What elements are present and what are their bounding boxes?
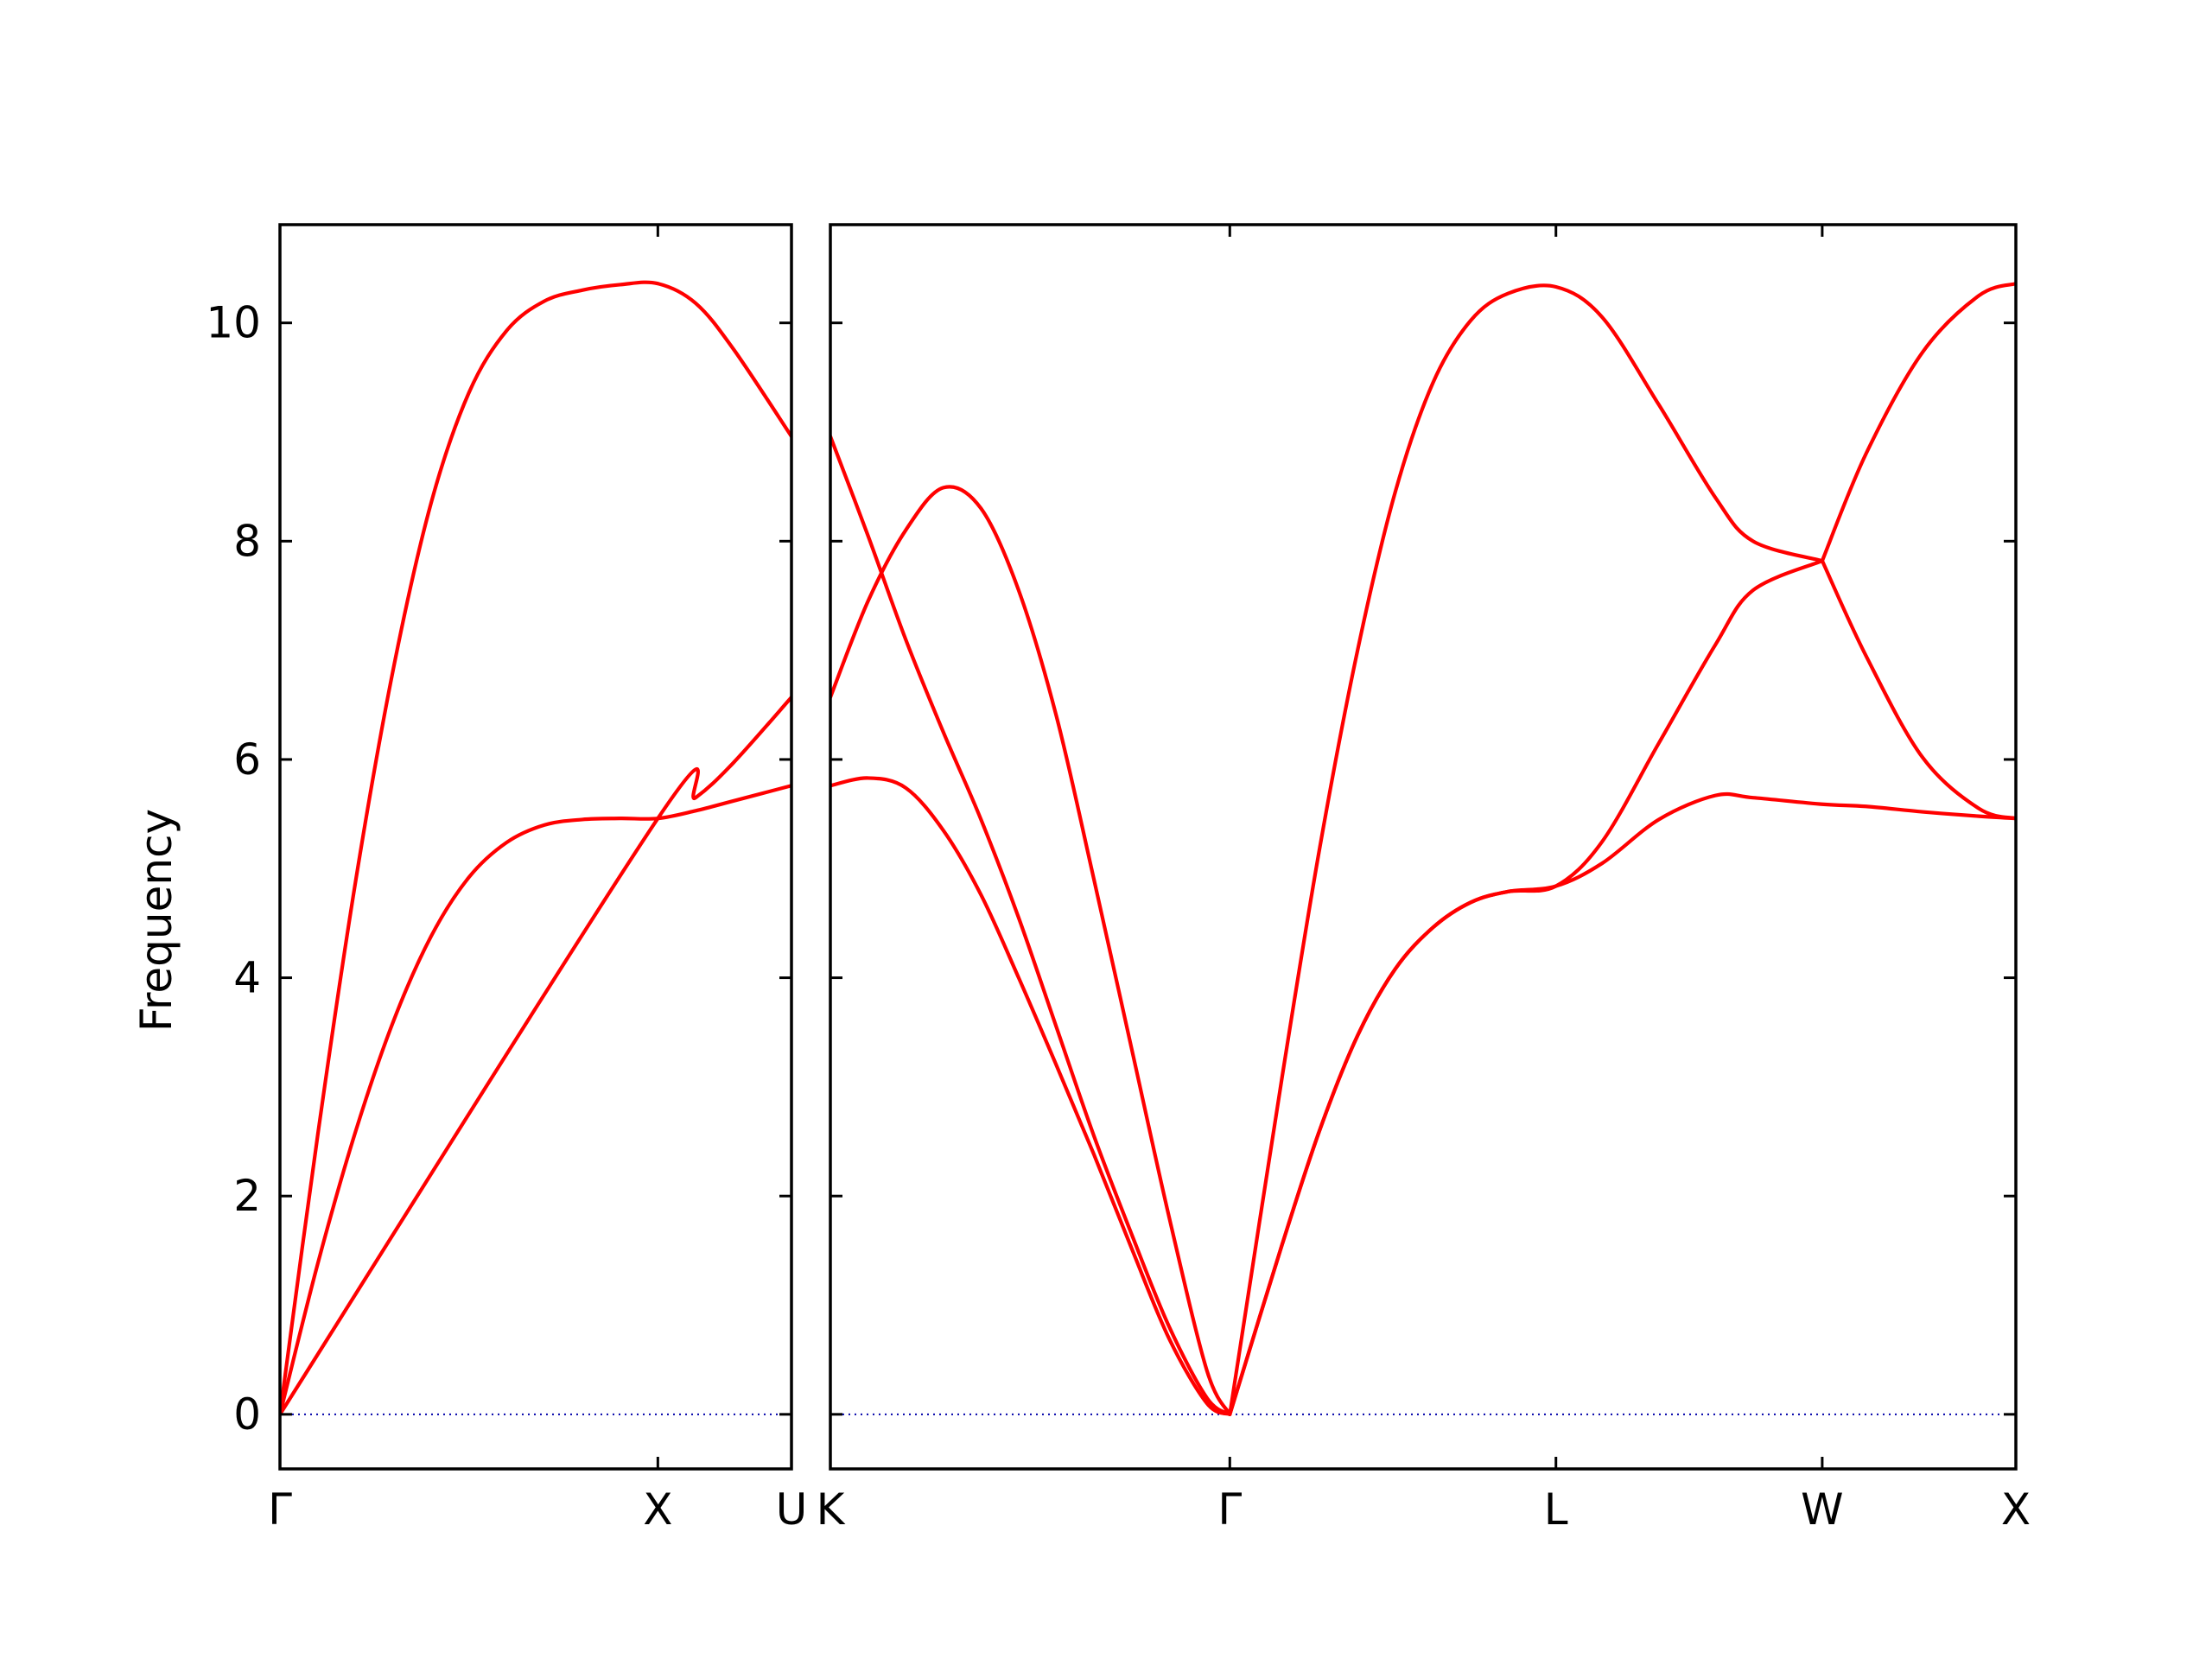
y-tick-label: 2 — [233, 1171, 261, 1221]
band-line-3 — [280, 280, 791, 1416]
x-tick-label: X — [643, 1484, 672, 1535]
band-line-2 — [280, 695, 791, 1416]
y-axis-label: Frequency — [131, 809, 181, 1032]
x-tick-label: K — [817, 1484, 846, 1535]
y-tick-label: 6 — [233, 734, 261, 785]
panel-frame — [829, 223, 2018, 1471]
y-tick-label: 10 — [206, 298, 261, 348]
band-line-3 — [830, 485, 1232, 1416]
band-line-1 — [830, 776, 1232, 1416]
x-tick-label: Γ — [268, 1484, 292, 1535]
x-tick-label: Γ — [1217, 1484, 1242, 1535]
y-tick-label: 0 — [233, 1389, 261, 1440]
chart-panels: 0 2 4 6 8 10 Γ X U K Γ L W X — [206, 223, 2031, 1535]
x-tick-label: U — [776, 1484, 808, 1535]
panel-1: 0 2 4 6 8 10 Γ X U — [206, 223, 808, 1535]
band-line-2 — [830, 434, 1232, 1416]
x-tick-label: L — [1544, 1484, 1568, 1535]
band-line-6 — [1820, 558, 2016, 821]
band-line-4 — [1228, 791, 2016, 1416]
band-line-5 — [1228, 558, 1824, 1416]
x-tick-label: W — [1801, 1484, 1843, 1535]
band-line-1 — [280, 784, 791, 1416]
panel-frame — [278, 223, 793, 1471]
band-line-7 — [1228, 283, 1824, 1416]
y-tick-label: 8 — [233, 516, 261, 566]
x-tick-label: X — [2001, 1484, 2031, 1535]
y-tick-label: 4 — [233, 953, 261, 1003]
band-line-8 — [1820, 282, 2016, 563]
